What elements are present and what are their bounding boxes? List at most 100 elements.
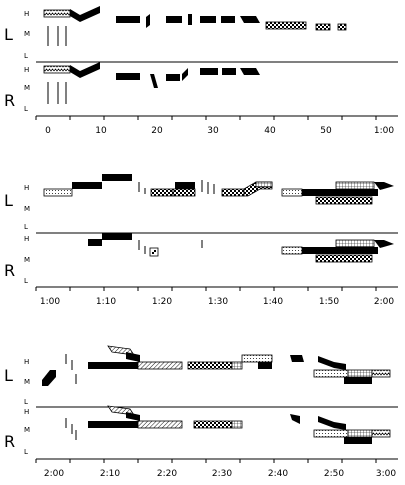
time-tick-label: 1:00 <box>40 297 60 307</box>
time-tick-label: 2:10 <box>100 469 120 479</box>
level-label-high: H <box>24 235 29 243</box>
square-marker-core <box>152 250 156 254</box>
level-label-high: H <box>24 358 29 366</box>
pattern-block <box>335 239 375 248</box>
time-tick-label: 2:00 <box>374 297 394 307</box>
solid-block <box>72 182 102 189</box>
pattern-block <box>137 420 183 429</box>
slanted-block <box>374 182 394 190</box>
solid-block <box>88 362 138 369</box>
panel-3: L R H M L H M L 2:00 2:10 2:20 2:30 2:40… <box>4 345 398 479</box>
pattern-block <box>43 9 71 18</box>
panel-2: L R H M L H M L 1:00 1:10 1:20 1:30 1:40… <box>4 174 398 307</box>
pattern-block <box>193 420 233 429</box>
slanted-block <box>240 68 260 75</box>
right-channel-label: R <box>4 261 15 280</box>
right-channel-label: R <box>4 432 15 451</box>
right-channel-label: R <box>4 91 15 110</box>
slanted-block <box>240 16 260 23</box>
solid-block <box>222 68 236 75</box>
pattern-block <box>187 361 233 370</box>
time-tick-label: 1:30 <box>208 297 228 307</box>
level-label-low: L <box>24 52 28 60</box>
solid-block <box>116 16 140 23</box>
solid-block <box>344 437 372 444</box>
time-tick-label: 1:10 <box>96 297 116 307</box>
slanted-block <box>318 356 334 368</box>
level-label-high: H <box>24 184 29 192</box>
panel-1: L R H M L H M L 0 10 20 30 40 50 1:00 <box>4 6 398 136</box>
slanted-block <box>374 240 394 248</box>
time-tick-label: 2:00 <box>44 469 64 479</box>
slanted-block <box>318 416 334 428</box>
slanted-block <box>334 362 346 370</box>
pattern-block <box>371 429 391 438</box>
level-label-mid: M <box>24 256 30 264</box>
solid-block <box>88 421 138 428</box>
solid-block <box>88 239 102 246</box>
time-tick-label: 50 <box>320 126 332 136</box>
pattern-block <box>150 188 174 197</box>
solid-block <box>200 16 216 23</box>
level-label-low: L <box>24 448 28 456</box>
left-channel-label: L <box>4 191 13 210</box>
slanted-block <box>70 6 100 22</box>
solid-block <box>102 174 132 181</box>
left-channel-events <box>43 174 394 205</box>
pattern-block <box>43 188 73 197</box>
level-label-low: L <box>24 223 28 231</box>
level-label-high: H <box>24 10 29 18</box>
pattern-block <box>281 188 303 197</box>
pattern-block <box>335 181 375 190</box>
solid-block <box>302 247 342 254</box>
pattern-block <box>315 196 373 205</box>
pattern-block <box>347 429 373 438</box>
level-label-mid: M <box>24 426 30 434</box>
solid-block <box>221 16 235 23</box>
solid-block <box>200 68 218 75</box>
pattern-block <box>315 23 331 31</box>
pattern-block <box>313 429 349 438</box>
time-tick-label: 2:30 <box>212 469 232 479</box>
pattern-block <box>315 254 373 263</box>
level-label-mid: M <box>24 30 30 38</box>
time-tick-label: 10 <box>95 126 107 136</box>
time-tick-label: 2:40 <box>268 469 288 479</box>
level-label-mid: M <box>24 205 30 213</box>
slanted-block <box>290 414 300 424</box>
pattern-block <box>137 361 183 370</box>
solid-block <box>188 14 192 25</box>
solid-block <box>175 182 195 189</box>
time-tick-label: 1:50 <box>319 297 339 307</box>
time-tick-label: 1:00 <box>374 126 394 136</box>
left-channel-events <box>43 6 347 46</box>
solid-block <box>342 247 378 254</box>
pattern-block <box>231 361 243 370</box>
slanted-block <box>70 62 100 78</box>
pattern-block <box>347 369 373 378</box>
time-tick-label: 1:20 <box>152 297 172 307</box>
pattern-block <box>371 369 391 378</box>
time-tick-label: 20 <box>151 126 163 136</box>
solid-block <box>342 189 378 196</box>
pattern-block <box>231 420 243 429</box>
level-label-mid: M <box>24 84 30 92</box>
right-channel-events <box>88 233 394 263</box>
axis-tick-marks <box>35 459 377 463</box>
pattern-block <box>172 188 196 197</box>
time-tick-label: 2:20 <box>157 469 177 479</box>
solid-block <box>258 362 272 369</box>
left-channel-events <box>42 345 391 386</box>
pattern-block <box>281 246 303 255</box>
slanted-block <box>334 422 346 430</box>
pattern-block <box>43 65 71 74</box>
slanted-block <box>290 355 304 362</box>
slanted-block <box>42 370 56 386</box>
level-label-mid: M <box>24 378 30 386</box>
time-tick-label: 1:40 <box>263 297 283 307</box>
pattern-block <box>265 21 307 30</box>
slanted-block <box>182 68 188 81</box>
solid-block <box>166 74 180 81</box>
